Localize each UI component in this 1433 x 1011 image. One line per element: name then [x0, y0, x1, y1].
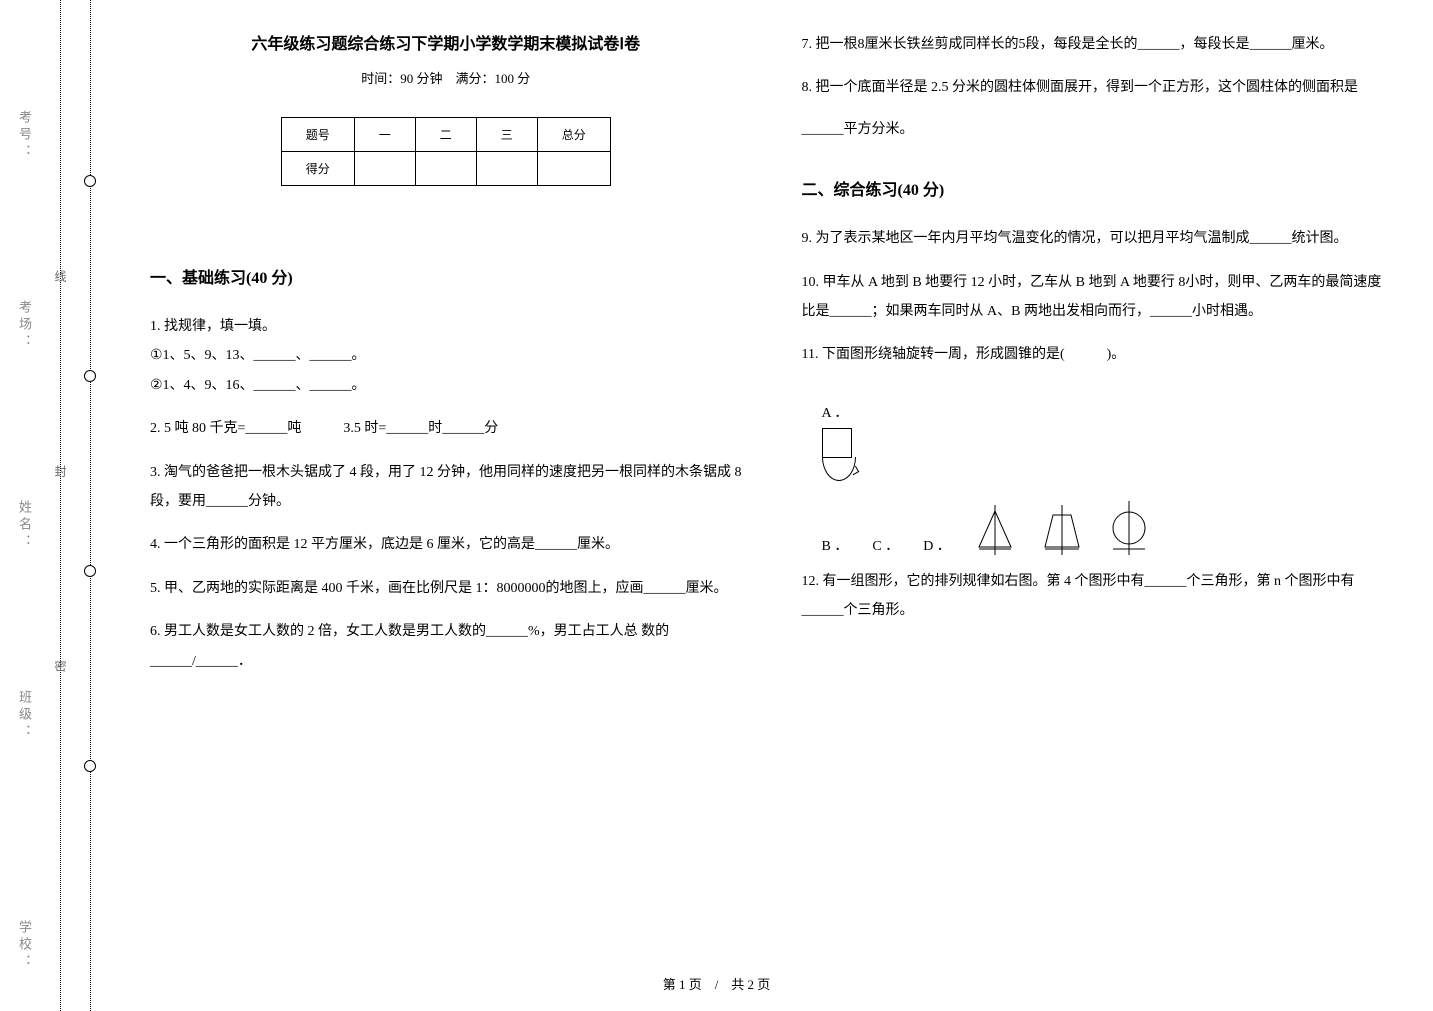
- question-4: 4. 一个三角形的面积是 12 平方厘米，底边是 6 厘米，它的高是______…: [150, 530, 742, 559]
- page-footer: 第 1 页 / 共 2 页: [0, 974, 1433, 993]
- triangle-axis-icon: [975, 505, 1015, 555]
- col-header: 三: [476, 118, 537, 152]
- shape-a-label: A ．: [822, 402, 1394, 422]
- field-exam-room: 考场：: [15, 300, 34, 351]
- content-area: 六年级练习题综合练习下学期小学数学期末模拟试卷Ⅰ卷 时间：90 分钟 满分：10…: [120, 0, 1433, 1011]
- seal-char-feng: 封: [52, 465, 69, 485]
- score-cell: [415, 152, 476, 186]
- question-3: 3. 淘气的爸爸把一根木头锯成了 4 段，用了 12 分钟，他用同样的速度把另一…: [150, 458, 742, 517]
- binding-circle: [84, 370, 96, 382]
- field-school: 学校：: [15, 920, 34, 971]
- col-header: 二: [415, 118, 476, 152]
- question-9: 9. 为了表示某地区一年内月平均气温变化的情况，可以把月平均气温制成______…: [802, 224, 1394, 253]
- score-cell: [354, 152, 415, 186]
- q8-line1: 8. 把一个底面半径是 2.5 分米的圆柱体侧面展开，得到一个正方形，这个圆柱体…: [802, 73, 1394, 102]
- binding-margin: 考号： 考场： 姓名： 班级： 学校： 线 封 密: [0, 0, 120, 1011]
- question-8: 8. 把一个底面半径是 2.5 分米的圆柱体侧面展开，得到一个正方形，这个圆柱体…: [802, 73, 1394, 144]
- section-2-title: 二、综合练习(40 分): [802, 176, 1394, 200]
- arc-arrow-icon: [822, 457, 856, 481]
- question-10: 10. 甲车从 A 地到 B 地要行 12 小时，乙车从 B 地到 A 地要行 …: [802, 268, 1394, 327]
- row-label: 题号: [281, 118, 354, 152]
- binding-circle: [84, 565, 96, 577]
- page-title: 六年级练习题综合练习下学期小学数学期末模拟试卷Ⅰ卷: [150, 30, 742, 54]
- score-cell: [537, 152, 610, 186]
- col-header: 总分: [537, 118, 610, 152]
- section-1-title: 一、基础练习(40 分): [150, 264, 742, 288]
- shape-b-label: B ．: [822, 535, 849, 555]
- question-2: 2. 5 吨 80 千克=______吨 3.5 时=______时______…: [150, 414, 742, 443]
- shape-a-figure: [822, 428, 1394, 481]
- question-7: 7. 把一根8厘米长铁丝剪成同样长的5段，每段是全长的______，每段长是__…: [802, 30, 1394, 59]
- field-name: 姓名：: [15, 500, 34, 551]
- seal-char-line: 线: [52, 270, 69, 290]
- binding-circle: [84, 760, 96, 772]
- q1-line2: ②1、4、9、16、______、______。: [150, 371, 742, 400]
- square-icon: [822, 428, 852, 458]
- page-subtitle: 时间：90 分钟 满分：100 分: [150, 68, 742, 87]
- question-12: 12. 有一组图形，它的排列规律如右图。第 4 个图形中有______个三角形，…: [802, 567, 1394, 626]
- q1-line1: ①1、5、9、13、______、______。: [150, 341, 742, 370]
- table-row: 得分: [281, 152, 610, 186]
- table-row: 题号 一 二 三 总分: [281, 118, 610, 152]
- shape-d-label: D ．: [923, 535, 951, 555]
- score-table: 题号 一 二 三 总分 得分: [281, 117, 611, 186]
- col-header: 一: [354, 118, 415, 152]
- binding-dotted-line: [90, 0, 91, 1011]
- field-exam-id: 考号：: [15, 110, 34, 161]
- score-cell: [476, 152, 537, 186]
- question-11: 11. 下面图形绕轴旋转一周，形成圆锥的是( )。: [802, 340, 1394, 369]
- shape-column: A ． B ． C ． D ．: [802, 384, 1394, 567]
- shape-row-bcd: B ． C ． D ．: [822, 501, 1394, 555]
- right-column: 7. 把一根8厘米长铁丝剪成同样长的5段，每段是全长的______，每段长是__…: [802, 30, 1394, 991]
- binding-inner-dotted-line: [60, 0, 61, 1011]
- seal-char-mi: 密: [52, 660, 69, 680]
- left-column: 六年级练习题综合练习下学期小学数学期末模拟试卷Ⅰ卷 时间：90 分钟 满分：10…: [150, 30, 742, 991]
- field-class: 班级：: [15, 690, 34, 741]
- question-6: 6. 男工人数是女工人数的 2 倍，女工人数是男工人数的______%，男工占工…: [150, 617, 742, 676]
- circle-axis-icon: [1109, 501, 1149, 555]
- binding-circle: [84, 175, 96, 187]
- shape-c-label: C ．: [872, 535, 899, 555]
- q1-stem: 1. 找规律，填一填。: [150, 312, 742, 341]
- question-1: 1. 找规律，填一填。 ①1、5、9、13、______、______。 ②1、…: [150, 312, 742, 400]
- row-label: 得分: [281, 152, 354, 186]
- trapezoid-axis-icon: [1039, 505, 1085, 555]
- question-5: 5. 甲、乙两地的实际距离是 400 千米，画在比例尺是 1：8000000的地…: [150, 574, 742, 603]
- q8-line2: ______平方分米。: [802, 115, 1394, 144]
